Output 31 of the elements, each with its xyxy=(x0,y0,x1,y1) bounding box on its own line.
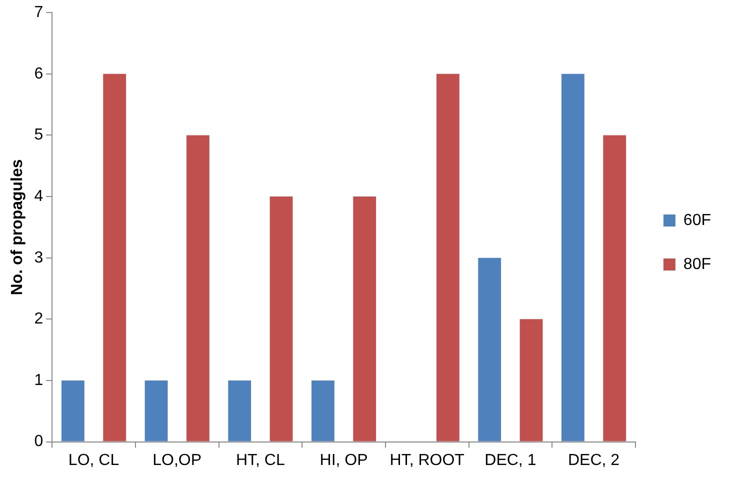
bar xyxy=(520,319,543,442)
x-tick-label: HT, ROOT xyxy=(390,452,465,469)
bar xyxy=(228,380,252,442)
x-tick-label: HT, CL xyxy=(236,452,285,469)
bar xyxy=(144,380,168,442)
y-tick-label: 1 xyxy=(34,372,44,389)
bar xyxy=(270,196,293,442)
legend-label: 80F xyxy=(683,256,712,273)
y-tick-label: 4 xyxy=(34,188,44,205)
bar xyxy=(561,74,584,442)
legend-label: 60F xyxy=(683,212,712,229)
x-tick-label: LO,OP xyxy=(152,452,202,469)
y-tick-label: 2 xyxy=(34,310,44,328)
x-tick-label: DEC, 1 xyxy=(484,452,536,469)
bar xyxy=(61,380,84,442)
y-tick-label: 0 xyxy=(34,433,44,450)
bar xyxy=(436,74,460,442)
bar xyxy=(478,258,502,442)
y-tick-label: 7 xyxy=(34,4,44,22)
bar xyxy=(186,135,210,442)
bar xyxy=(353,196,376,442)
bar xyxy=(103,74,126,442)
bar xyxy=(311,380,334,442)
bar xyxy=(603,135,626,442)
y-tick-label: 5 xyxy=(34,126,44,144)
y-axis-title: No. of propagules xyxy=(9,159,26,296)
y-tick-label: 6 xyxy=(34,65,44,82)
x-tick-label: LO, CL xyxy=(68,452,120,469)
y-tick-label: 3 xyxy=(34,249,44,266)
x-tick-label: HI, OP xyxy=(320,452,368,469)
x-tick-label: DEC, 2 xyxy=(568,452,620,469)
